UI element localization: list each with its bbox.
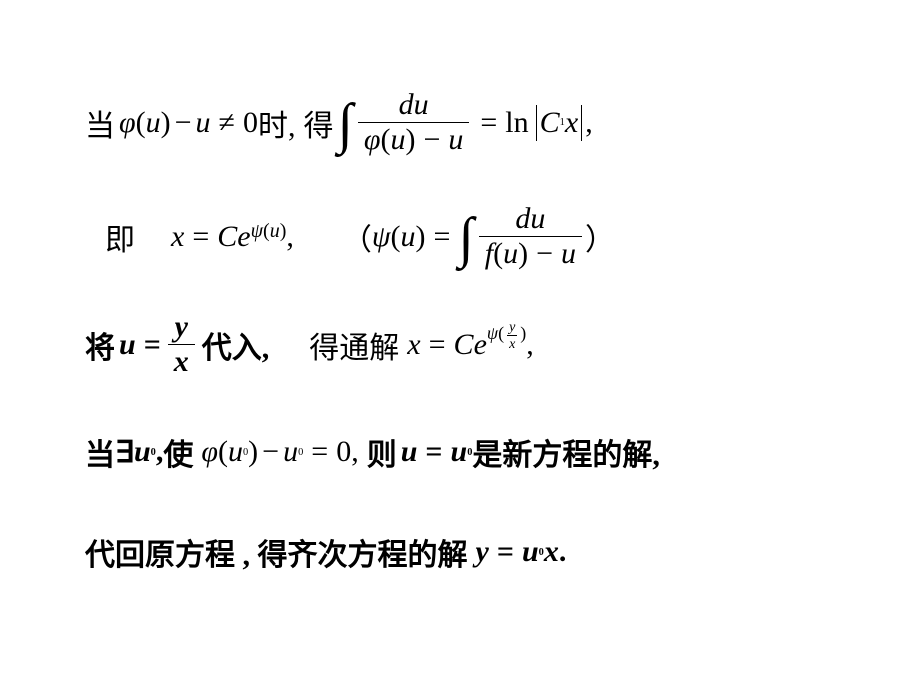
text-de: 得	[304, 101, 334, 145]
sup-psi-u: ψ(u)	[251, 221, 287, 241]
text-dairu: 代入,	[202, 323, 270, 367]
line-5: 代回原方程 , 得齐次方程的解 y = u0 x .	[85, 530, 566, 574]
sym-C3: C	[454, 328, 474, 362]
line-3: 将 u = y x 代入, 得通解 x = Ce ψ(yx) ,	[85, 310, 534, 379]
op-eq3: =	[144, 328, 161, 362]
op-eq4: =	[311, 435, 328, 469]
sym-x2: x	[171, 220, 184, 254]
sym-exists: ∃	[115, 435, 134, 470]
fn-ln: ln	[505, 106, 528, 140]
sym-C1: C	[540, 106, 560, 140]
sym-u: u	[146, 106, 161, 140]
sym-u0d: u	[451, 435, 468, 469]
sym-x3: x	[407, 328, 420, 362]
sup-psi-yx: ψ(yx)	[487, 319, 526, 352]
fraction-2: du f(u) − u	[479, 202, 582, 271]
sym-e3: e	[474, 328, 487, 362]
op-eq5: =	[497, 535, 514, 569]
fraction-1: du φ(u) − u	[358, 88, 470, 157]
comma-4b: ,	[351, 435, 359, 469]
frac1-den-u2: u	[448, 123, 463, 156]
num-0: 0	[243, 106, 258, 140]
line-1: 当 φ ( u ) − u ≠ 0 时, 得 ∫ du φ(u) − u =	[85, 88, 593, 157]
tail-comma-3: ,	[526, 328, 534, 362]
text-jiang: 将	[85, 323, 115, 367]
sym-u4: u	[401, 435, 418, 469]
frac1-den-minus: −	[423, 123, 440, 156]
text-detongjie: 得通解	[309, 323, 399, 367]
sym-phi2: φ	[201, 435, 218, 469]
sym-u2: u	[196, 106, 211, 140]
frac1-num-d: d	[399, 88, 414, 121]
text-dang2: 当	[85, 430, 115, 474]
line-4: 当 ∃ u0 , 使 φ (u0) − u0 = 0 , 则 u = u0 是新…	[85, 430, 660, 474]
op-eq3b: =	[429, 328, 446, 362]
text-tail4: 是新方程的解,	[472, 430, 660, 474]
op-minus2: −	[262, 435, 279, 469]
frac1-den-phi: φ	[364, 123, 381, 156]
comma-2a: ,	[286, 220, 294, 254]
sym-phi: φ	[119, 106, 136, 140]
text-shi: 时,	[258, 101, 296, 145]
sym-u0c: u	[283, 435, 298, 469]
tail-comma: ,	[585, 106, 593, 140]
sym-u05: u	[522, 535, 539, 569]
op-eq2: =	[192, 220, 209, 254]
sym-x: x	[565, 106, 578, 140]
integral-icon: ∫	[338, 105, 353, 144]
text-ze: 则	[367, 430, 397, 474]
integral-icon-2: ∫	[458, 219, 473, 258]
op-neq: ≠	[219, 106, 235, 140]
sym-psi2: ψ	[372, 220, 391, 254]
tail-period: .	[559, 535, 567, 569]
text-shi2: 使	[163, 430, 193, 474]
lparen: (	[136, 106, 146, 140]
rparen-cn: ）	[585, 215, 615, 259]
num-0b: 0	[336, 435, 351, 469]
sym-u3: u	[119, 328, 136, 362]
sym-e2: e	[237, 220, 250, 254]
line-2: 即 x = Ceψ(u) , （ ψ (u) = ∫ du f(u) − u ）	[105, 202, 615, 271]
sym-u0b: u	[228, 435, 243, 469]
sym-u0a: u	[134, 435, 151, 469]
sub-0c: 0	[298, 447, 303, 458]
lparen-cn: （	[342, 215, 372, 259]
slide: 当 φ ( u ) − u ≠ 0 时, 得 ∫ du φ(u) − u =	[0, 0, 920, 690]
text-dang: 当	[85, 101, 115, 145]
sym-x5: x	[544, 535, 559, 569]
sym-y5: y	[476, 535, 489, 569]
rparen: )	[161, 106, 171, 140]
op-minus: −	[175, 106, 192, 140]
op-eq4b: =	[425, 435, 442, 469]
text-pre5: 代回原方程 , 得齐次方程的解	[85, 530, 468, 574]
frac1-den-u1: u	[390, 123, 405, 156]
sym-C2: C	[217, 220, 237, 254]
abs-group: C1x	[533, 105, 586, 141]
op-eq: =	[480, 106, 497, 140]
op-eq2b: =	[434, 220, 451, 254]
fraction-yx: y x	[168, 310, 195, 379]
frac1-num-u: u	[414, 88, 429, 121]
sym-u2b: u	[401, 220, 416, 254]
text-ji: 即	[105, 215, 135, 259]
